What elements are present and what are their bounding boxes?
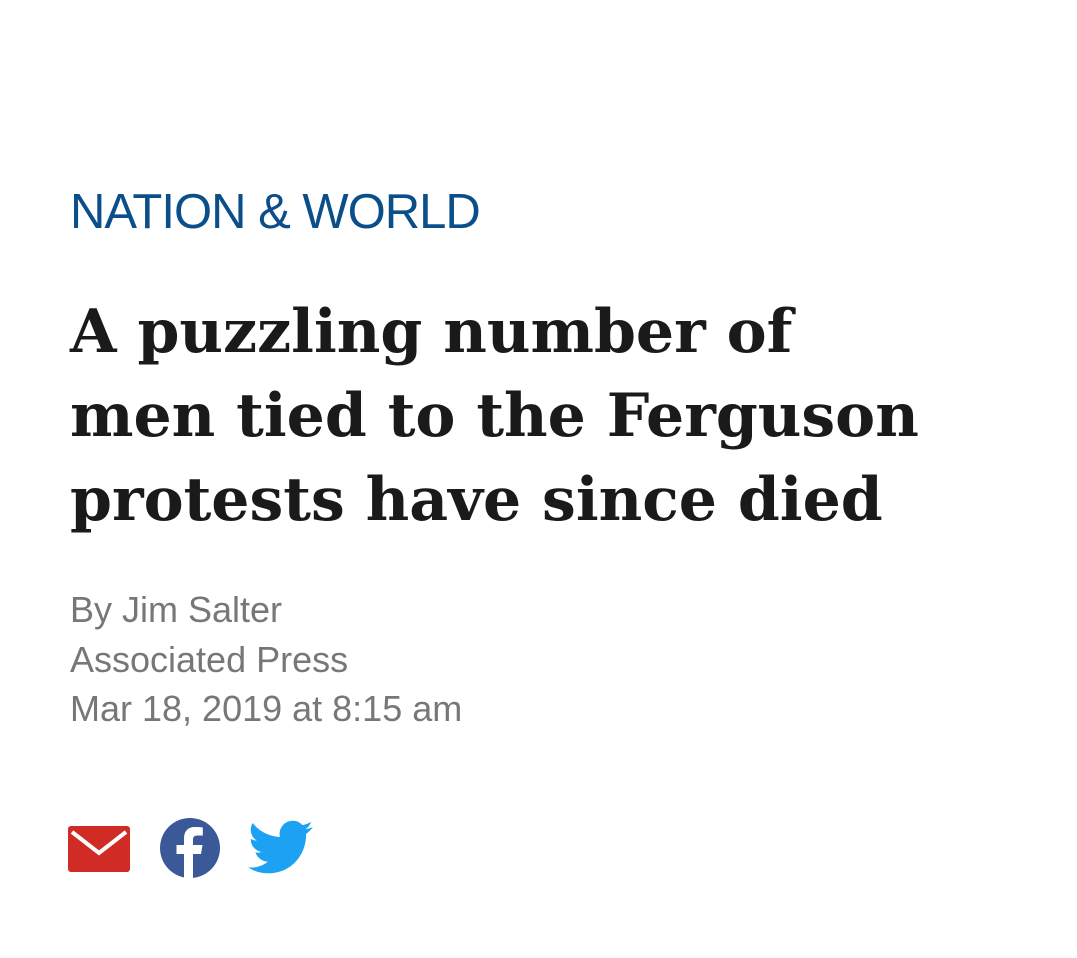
facebook-share[interactable] xyxy=(158,816,222,880)
twitter-share[interactable] xyxy=(248,820,314,876)
headline-line: A puzzling number of xyxy=(70,297,793,367)
email-share[interactable] xyxy=(66,823,132,873)
byline: By Jim Salter xyxy=(70,589,283,630)
article-meta: By Jim Salter Associated Press Mar 18, 2… xyxy=(70,585,462,734)
share-bar xyxy=(66,816,336,880)
headline: A puzzling number of men tied to the Fer… xyxy=(70,290,919,542)
source: Associated Press xyxy=(70,638,349,680)
headline-line: men tied to the Ferguson xyxy=(70,381,919,451)
section-label[interactable]: NATION & WORLD xyxy=(70,185,481,239)
headline-line: protests have since died xyxy=(70,465,883,535)
date: Mar 18, 2019 at 8:15 am xyxy=(70,688,463,729)
